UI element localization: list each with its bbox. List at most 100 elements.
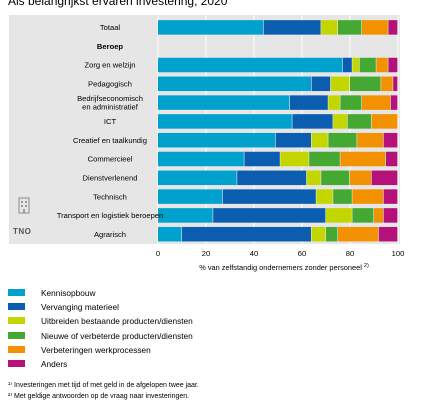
bar-segment <box>292 114 333 129</box>
legend-label: Vervanging materieel <box>41 302 119 313</box>
legend-item: Uitbreiden bestaande producten/diensten <box>8 315 308 327</box>
bar-segment <box>376 57 388 73</box>
plot-background <box>9 15 400 244</box>
bar-segment <box>352 208 374 223</box>
bar-segment <box>383 132 398 148</box>
category-label: Dienstverlenend <box>83 174 138 183</box>
legend-item: Verbeteringen werkprocessen <box>8 344 308 356</box>
bar-segment <box>158 20 263 35</box>
bar-segment <box>311 226 326 242</box>
bar-segment <box>158 114 292 129</box>
category-label: Commercieel <box>88 155 133 164</box>
bar-segment <box>290 95 328 110</box>
chart-title: Als belangrijkst ervaren investering, 20… <box>8 0 228 8</box>
bar-segment <box>158 208 213 223</box>
bar-segment <box>342 57 352 73</box>
bar-segment <box>362 20 388 35</box>
bar-segment <box>390 95 398 110</box>
legend-swatch <box>8 317 25 325</box>
bar-segment <box>340 95 362 110</box>
bar-segment <box>326 226 338 242</box>
bar-segment <box>333 189 352 204</box>
bar-segment <box>237 170 307 186</box>
category-label: Bedrijfseconomisch en administratief <box>77 94 143 112</box>
bar-segment <box>393 76 398 92</box>
legend-label: Anders <box>41 359 68 369</box>
bar-segment <box>158 95 290 110</box>
bar-segment <box>326 208 352 223</box>
bar-segment <box>386 151 398 167</box>
legend-label: Verbeteringen werkprocessen <box>41 344 151 355</box>
legend-label: Kennisopbouw <box>41 288 96 298</box>
bar-segment <box>359 57 376 73</box>
footnote-1: ¹⁾ Investeringen met tijd of met geld in… <box>8 382 199 389</box>
bar-segment <box>352 57 359 73</box>
tno-building-icon <box>18 197 30 214</box>
bar-segment <box>362 95 391 110</box>
x-axis-label-superscript: 2) <box>364 263 369 269</box>
category-heading: Beroep <box>97 42 124 51</box>
bar-segment <box>333 114 347 129</box>
stacked-bar-chart: Totaal Beroep Zorg en welzijn Pedagogisch Be… <box>9 15 404 272</box>
tno-logo-text: TNO <box>13 227 32 236</box>
bar-segment <box>371 114 398 129</box>
x-tick-label: 80 <box>346 249 354 258</box>
bar-segment <box>213 208 326 223</box>
bar-segment <box>350 170 371 186</box>
bar-segment <box>222 189 316 204</box>
category-label: Agrarisch <box>94 230 126 239</box>
bar-segment <box>381 76 393 92</box>
bar-segment <box>306 170 321 186</box>
bar-segment <box>340 151 386 167</box>
category-label: ICT <box>104 117 117 126</box>
legend-item: Anders <box>8 358 308 370</box>
bar-segment <box>280 151 309 167</box>
legend-swatch <box>8 345 25 353</box>
bar-segment <box>338 20 362 35</box>
bar-segment <box>350 76 381 92</box>
bar-segment <box>383 189 398 204</box>
bar-segment <box>158 151 244 167</box>
category-labels: Totaal Beroep Zorg en welzijn Pedagogisch Be… <box>57 23 164 239</box>
bar-segment <box>311 132 328 148</box>
legend-item: Nieuwe of verbeterde producten/diensten <box>8 330 308 342</box>
x-tick-label: 20 <box>202 249 210 258</box>
bar-segment <box>311 76 331 92</box>
x-tick-label: 60 <box>298 249 306 258</box>
category-label: Creatief en taalkundig <box>73 136 147 145</box>
bar-segment <box>357 132 383 148</box>
legend-item: Vervanging materieel <box>8 301 308 313</box>
x-tick-labels: 0 20 40 60 80 100 <box>156 249 404 258</box>
x-axis-label: % van zelfstandig ondernemers zonder per… <box>199 263 369 272</box>
legend-swatch <box>8 331 25 339</box>
bar-segment <box>182 226 311 242</box>
footnote-2: ²⁾ Met geldige antwoorden op de vraag na… <box>8 393 190 400</box>
bar-segment <box>371 170 398 186</box>
bar-segment <box>328 132 357 148</box>
bar-segment <box>321 20 338 35</box>
bar-segment <box>338 226 379 242</box>
category-label: Totaal <box>100 23 121 32</box>
bars-group <box>158 20 398 242</box>
legend-label: Nieuwe of verbeterde producten/diensten <box>41 330 193 341</box>
legend-label: Uitbreiden bestaande producten/diensten <box>41 316 193 327</box>
bar-segment <box>316 189 333 204</box>
bar-segment <box>352 189 383 204</box>
category-label: Technisch <box>93 192 127 201</box>
category-label: Pedagogisch <box>88 80 132 89</box>
bar-segment <box>374 208 383 223</box>
bar-segment <box>321 170 350 186</box>
bar-segment <box>378 226 398 242</box>
x-tick-label: 100 <box>392 249 405 258</box>
bar-segment <box>244 151 280 167</box>
bar-segment <box>309 151 340 167</box>
bar-segment <box>158 226 182 242</box>
bar-segment <box>158 76 311 92</box>
x-tick-label: 40 <box>250 249 258 258</box>
bar-segment <box>328 95 340 110</box>
gridlines <box>157 15 399 244</box>
bar-segment <box>347 114 371 129</box>
bar-segment <box>275 132 311 148</box>
bar-segment <box>158 132 275 148</box>
legend-swatch <box>8 303 25 311</box>
